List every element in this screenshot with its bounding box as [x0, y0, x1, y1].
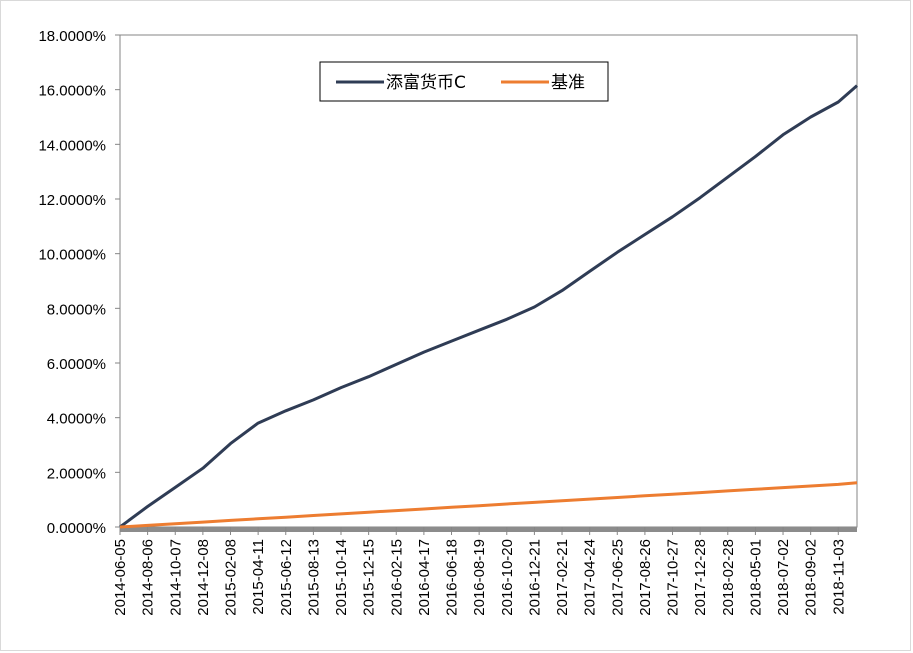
y-tick-label: 12.0000%	[38, 192, 106, 209]
series-line-1	[119, 481, 858, 529]
y-tick-label: 0.0000%	[47, 520, 106, 537]
x-tick-label: 2017-02-21	[554, 539, 571, 616]
x-tick-label: 2016-04-17	[416, 539, 433, 616]
plot-area	[119, 34, 858, 528]
x-tick-label: 2015-02-08	[223, 539, 240, 616]
legend-label-series-0: 添富货币C	[386, 73, 466, 93]
series-layer	[119, 84, 858, 529]
x-tick-label: 2018-02-28	[720, 539, 737, 616]
x-tick-label: 2014-08-06	[140, 539, 157, 616]
x-tick-label: 2018-11-03	[830, 539, 847, 615]
x-axis-band	[120, 527, 857, 532]
y-tick-label: 8.0000%	[47, 301, 106, 318]
y-tick-label: 10.0000%	[38, 247, 106, 264]
x-tick-label: 2016-02-15	[388, 539, 405, 616]
x-tick-label: 2015-04-11	[250, 539, 267, 615]
y-axis: 0.0000% 2.0000% 4.0000% 6.0000% 8.0000% 10.00…	[38, 28, 120, 537]
y-tick-label: 2.0000%	[47, 465, 106, 482]
x-tick-label: 2015-10-14	[333, 539, 350, 616]
x-tick-label: 2015-06-12	[278, 539, 295, 616]
x-tick-label: 2017-06-25	[609, 539, 626, 616]
x-tick-label: 2014-10-07	[167, 539, 184, 616]
x-tick-label: 2014-06-05	[112, 539, 129, 616]
y-tick-label: 18.0000%	[38, 28, 106, 45]
plot-border	[119, 34, 858, 528]
x-tick-label: 2018-05-01	[747, 539, 764, 616]
x-tick-label: 2017-10-27	[665, 539, 682, 616]
x-tick-label: 2016-06-18	[444, 539, 461, 616]
y-tick-label: 16.0000%	[38, 83, 106, 100]
legend: 添富货币C 基准	[319, 61, 609, 102]
x-tick-label: 2016-10-20	[499, 539, 516, 616]
x-tick-label: 2018-07-02	[775, 539, 792, 616]
y-tick-label: 6.0000%	[47, 356, 106, 373]
x-tick-label: 2016-08-19	[471, 539, 488, 616]
x-tick-label: 2018-09-02	[803, 539, 820, 616]
x-tick-label: 2015-12-15	[361, 539, 378, 616]
x-tick-label: 2017-08-26	[637, 539, 654, 616]
x-tick-label: 2017-04-24	[582, 539, 599, 616]
series-line-0	[119, 84, 858, 529]
x-tick-label: 2014-12-08	[195, 539, 212, 616]
x-tick-label: 2017-12-28	[692, 539, 709, 616]
x-tick-label: 2016-12-21	[526, 539, 543, 616]
y-tick-label: 4.0000%	[47, 411, 106, 428]
legend-label-series-1: 基准	[551, 73, 585, 93]
y-tick-label: 14.0000%	[38, 137, 106, 154]
x-axis: 2014-06-05 2014-08-06 2014-10-07 2014-12-08…	[112, 527, 857, 616]
x-tick-label: 2015-08-13	[305, 539, 322, 616]
